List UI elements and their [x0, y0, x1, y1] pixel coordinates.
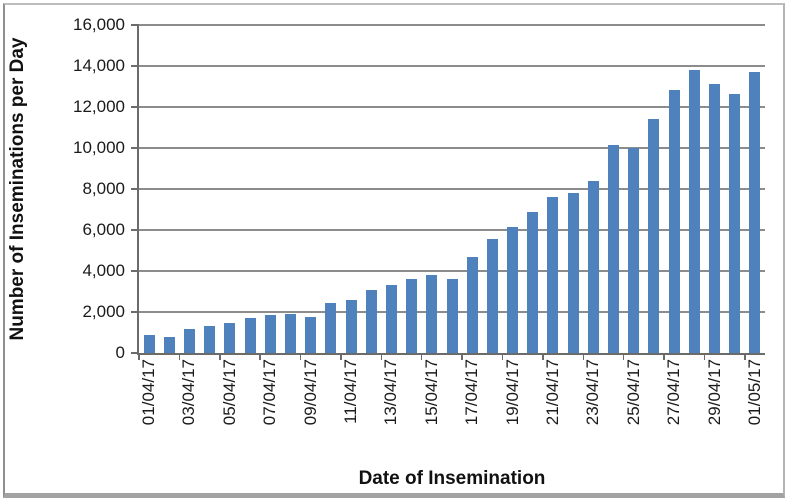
y-axis-tick [131, 65, 137, 67]
x-tick-label: 23/04/17 [583, 359, 603, 426]
bar [547, 197, 559, 353]
bar [567, 193, 579, 353]
x-tick-label: 11/04/17 [341, 359, 361, 424]
y-tick-label: 12,000 [73, 97, 125, 116]
x-tick-label: 15/04/17 [421, 359, 441, 426]
y-tick-label: 6,000 [82, 220, 125, 239]
bar [345, 300, 357, 353]
y-gridline [139, 188, 765, 190]
x-axis-tick [461, 355, 463, 360]
y-axis-line [137, 24, 139, 355]
x-axis-tick [138, 355, 140, 360]
x-tick-label: 01/04/17 [139, 359, 159, 426]
y-axis-tick [131, 147, 137, 149]
bar [446, 279, 458, 353]
bar [325, 303, 337, 353]
bar [527, 212, 539, 353]
bar [385, 285, 397, 353]
y-gridline [139, 147, 765, 149]
x-tick-label: 17/04/17 [462, 359, 482, 426]
bar [668, 90, 680, 353]
x-tick-label: 07/04/17 [260, 359, 280, 426]
bar [305, 317, 317, 353]
bar [406, 279, 418, 353]
plot-area: 0 2,000 4,000 6,000 8,000 10,000 12,000 14,000 1… [73, 16, 765, 425]
y-tick-label: 16,000 [73, 15, 125, 34]
y-axis-tick [131, 270, 137, 272]
y-gridline [139, 270, 765, 272]
y-tick-label: 4,000 [82, 261, 125, 280]
x-axis-tick [582, 355, 584, 360]
bar [264, 315, 276, 353]
y-axis-tick [131, 311, 137, 313]
bar [466, 257, 478, 353]
y-gridline [139, 106, 765, 108]
bar [749, 72, 761, 353]
bar [608, 145, 620, 353]
x-axis-tick [501, 355, 504, 360]
x-axis-tick [340, 355, 342, 360]
bar [365, 290, 377, 353]
bar [284, 314, 296, 353]
x-axis-tick [299, 355, 302, 360]
y-gridline [139, 24, 765, 26]
bar [163, 337, 175, 353]
x-axis-title: Date of Insemination [358, 468, 546, 489]
y-tick-label: 2,000 [82, 302, 125, 321]
bar [709, 84, 721, 353]
x-axis-tick [219, 355, 221, 360]
y-axis-tick [131, 352, 137, 354]
x-axis-tick [744, 355, 746, 360]
x-tick-label: 13/04/17 [381, 359, 401, 426]
bar [426, 275, 438, 353]
x-axis-tick [420, 355, 423, 360]
y-gridline [139, 65, 765, 67]
bar [486, 239, 498, 353]
bar [204, 326, 216, 353]
y-axis-tick [131, 106, 137, 108]
bar [244, 318, 256, 353]
bar [143, 335, 155, 353]
x-axis-tick [259, 355, 261, 360]
bar [628, 148, 640, 353]
y-tick-label: 14,000 [73, 56, 125, 75]
bar [183, 329, 195, 353]
x-tick-label: 21/04/17 [542, 359, 562, 426]
x-tick-label: 25/04/17 [623, 359, 643, 426]
x-axis-tick [622, 355, 625, 360]
bar [507, 227, 519, 353]
y-tick-label: 0 [115, 343, 125, 362]
x-tick-label: 03/04/17 [179, 359, 199, 426]
bar [688, 70, 700, 353]
y-tick-label: 10,000 [73, 138, 125, 157]
y-axis-tick [131, 229, 137, 231]
x-axis-tick [542, 355, 544, 360]
x-tick-label: 19/04/17 [502, 359, 522, 426]
x-tick-label: 09/04/17 [300, 359, 320, 426]
bar [224, 323, 236, 353]
x-tick-label: 29/04/17 [704, 359, 724, 426]
x-tick-label: 27/04/17 [664, 359, 684, 426]
bar [587, 181, 599, 353]
bar [729, 94, 741, 353]
y-gridline [139, 229, 765, 231]
x-axis-tick [380, 355, 383, 360]
y-axis-tick [131, 24, 137, 26]
x-axis-tick [703, 355, 706, 360]
bar [648, 119, 660, 353]
x-tick-label: 01/05/17 [744, 359, 764, 426]
x-axis-tick [663, 355, 665, 360]
x-tick-label: 05/04/17 [219, 359, 239, 426]
y-axis-title: Number of Inseminations per Day [7, 37, 28, 341]
y-tick-label: 8,000 [82, 179, 125, 198]
x-axis-tick [178, 355, 181, 360]
x-axis-line [137, 353, 765, 355]
y-axis-tick [131, 188, 137, 190]
